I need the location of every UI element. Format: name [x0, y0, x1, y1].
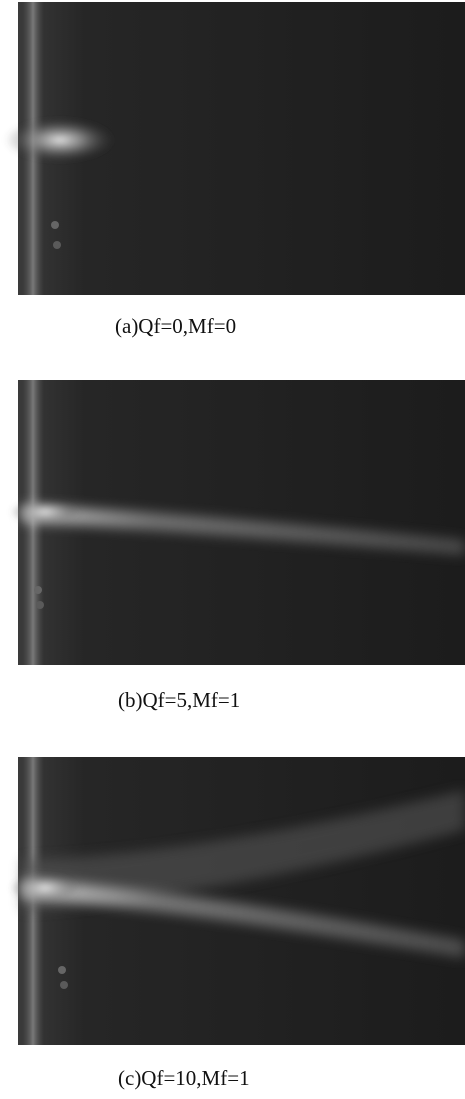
- figure: (a)Qf=0,Mf=0 (b)Qf=5,Mf=1 (c)Qf=10,Mf=1: [0, 0, 465, 1099]
- panel-image: [10, 757, 465, 1045]
- panel-image: [10, 380, 465, 665]
- panel-image: [5, 2, 465, 295]
- caption: (a)Qf=0,Mf=0: [115, 314, 236, 338]
- caption: (c)Qf=10,Mf=1: [118, 1066, 250, 1090]
- caption: (b)Qf=5,Mf=1: [118, 688, 240, 712]
